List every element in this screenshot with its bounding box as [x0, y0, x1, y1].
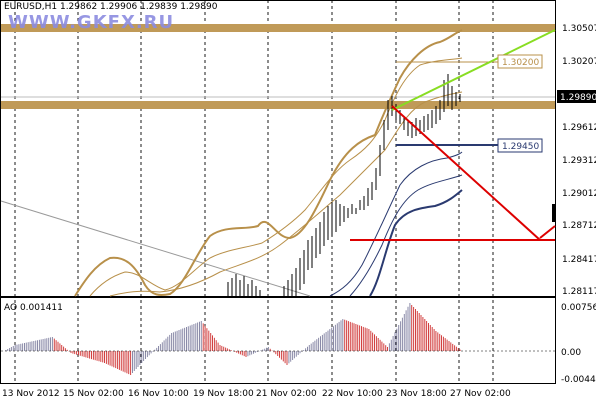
price-tick: 1.30207: [562, 57, 596, 67]
ao-axis: 0.007567 0.00 -0.00444: [561, 303, 596, 385]
time-axis: 13 Nov 2012 15 Nov 02:00 16 Nov 10:00 19…: [2, 389, 511, 399]
red-arrow-stub: [540, 226, 555, 238]
price-tick: 1.29312: [562, 156, 596, 166]
time-label: 23 Nov 18:00: [386, 389, 447, 399]
price-tick: 1.29012: [562, 189, 596, 199]
time-label: 19 Nov 18:00: [193, 389, 254, 399]
ao-histogram: [4, 303, 460, 375]
price-tick: 1.28417: [562, 255, 596, 265]
ao-tick: 0.00: [561, 348, 581, 358]
gray-trendline[interactable]: [1, 201, 310, 296]
navy-envelope: [330, 152, 462, 296]
time-label: 13 Nov 2012: [2, 389, 60, 399]
period-separator-marker: [552, 204, 556, 222]
time-label: 22 Nov 10:00: [322, 389, 383, 399]
ao-pane-border: [1, 298, 556, 384]
current-level-band[interactable]: [1, 101, 555, 109]
red-trendline[interactable]: [392, 106, 540, 240]
price-tick: 1.28712: [562, 221, 596, 231]
symbol-header: EURUSD,H1 1.29862 1.29906 1.29839 1.2989…: [4, 2, 217, 12]
time-label: 21 Nov 02:00: [256, 389, 317, 399]
resistance-label: 1.30200: [502, 58, 539, 68]
ao-tick: -0.00444: [561, 375, 596, 385]
price-pane-border: [1, 1, 556, 297]
price-axis: 1.30507 1.30207 1.29612 1.29312 1.29012 …: [562, 24, 596, 297]
ao-indicator-label: AO 0.001411: [4, 303, 63, 313]
watermark-logo: WWW.GKFX.RU: [8, 12, 174, 33]
current-price-label: 1.29890: [560, 93, 596, 103]
ao-tick: 0.007567: [561, 303, 596, 313]
support-label: 1.29450: [502, 142, 539, 152]
time-label: 16 Nov 10:00: [128, 389, 189, 399]
green-trendline[interactable]: [392, 30, 555, 110]
price-tick: 1.29612: [562, 123, 596, 133]
price-tick: 1.30507: [562, 24, 596, 34]
price-tick: 1.28117: [562, 287, 596, 297]
time-label: 27 Nov 02:00: [450, 389, 511, 399]
time-label: 15 Nov 02:00: [63, 389, 124, 399]
